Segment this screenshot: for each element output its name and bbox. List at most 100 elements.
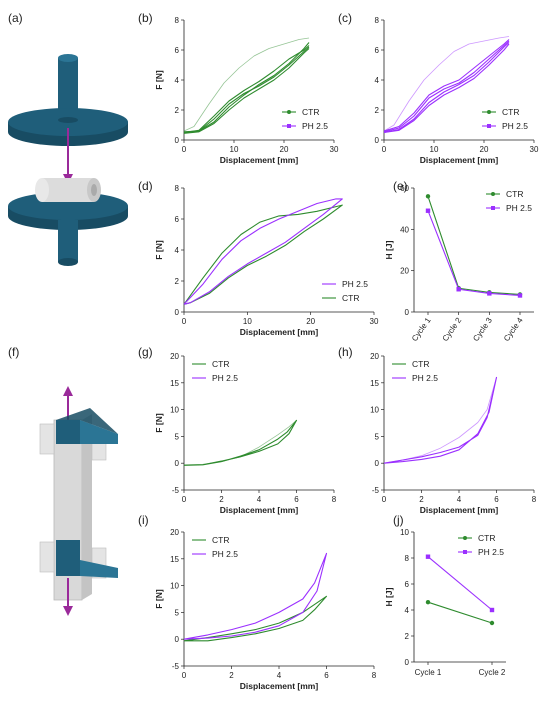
x-tick-label: 6	[494, 495, 499, 504]
legend-label: CTR	[506, 189, 523, 199]
data-point	[487, 291, 492, 296]
series-curve-ph-2-5	[383, 42, 510, 134]
y-tick-label: 0	[405, 308, 410, 317]
legend-label: CTR	[478, 533, 495, 543]
y-axis-title: F [N]	[154, 240, 164, 260]
series-curve-ctr	[183, 48, 310, 134]
x-axis-title: Displacement [mm]	[220, 505, 299, 515]
y-tick-label: 2	[175, 106, 180, 115]
x-tick-label: 0	[182, 145, 187, 154]
legend-marker	[487, 124, 491, 128]
y-tick-label: 15	[170, 379, 179, 388]
y-tick-label: 6	[175, 46, 180, 55]
y-axis-title: H [J]	[384, 587, 394, 606]
data-point	[489, 620, 495, 626]
x-tick-label: 10	[430, 145, 439, 154]
y-tick-label: 4	[175, 246, 180, 255]
y-tick-label: 2	[375, 106, 380, 115]
x-axis-title: Displacement [mm]	[240, 327, 319, 337]
panel-label-b: (b)	[138, 11, 153, 25]
x-tick-label: Cycle 4	[502, 316, 525, 343]
series-curve-ph-2-5	[383, 43, 510, 134]
legend-marker	[287, 110, 291, 114]
legend-label: PH 2.5	[212, 373, 238, 383]
x-axis-title: Displacement [mm]	[240, 681, 319, 691]
y-tick-label: 0	[375, 136, 380, 145]
y-axis-title: F [N]	[154, 413, 164, 433]
series-curve-ph-2-5	[383, 40, 510, 133]
y-tick-label: 5	[175, 432, 180, 441]
legend-label: PH 2.5	[342, 279, 368, 289]
data-point	[456, 287, 461, 292]
x-tick-label: 6	[294, 495, 299, 504]
panel-label-f: (f)	[8, 345, 19, 359]
series-curve-ph-2-5	[383, 376, 498, 464]
series-curve-ph-2-5	[383, 39, 510, 132]
panel-label-e: (e)	[393, 179, 408, 193]
y-tick-label: 5	[175, 608, 180, 617]
x-tick-label: 8	[372, 671, 377, 680]
chart-d: 0 2 4 6 8 0 10 20 30 Displacement [mm] F [N] PH 2.5…	[154, 184, 379, 337]
legend-label: PH 2.5	[212, 549, 238, 559]
chart-j: 0 2 4 6 8 10 Cycle 1 Cycle 2 H [J] CTR PH 2.5	[384, 528, 506, 677]
x-tick-label: 6	[324, 671, 329, 680]
chart-c: 0 2 4 6 8 0 10 20 30 Displacement [mm] CTR PH 2.5	[375, 16, 539, 165]
x-tick-label: 10	[230, 145, 239, 154]
x-tick-label: 4	[457, 495, 462, 504]
x-tick-label: Cycle 1	[415, 668, 442, 677]
series-curve-ctr	[183, 42, 310, 133]
y-tick-label: 0	[175, 308, 180, 317]
y-tick-label: 5	[375, 432, 380, 441]
series-curve-ph-2-5	[383, 36, 510, 132]
panel-label-i: (i)	[138, 513, 149, 527]
panel-label-g: (g)	[138, 345, 153, 359]
series-curve-ctr	[183, 37, 310, 132]
x-tick-label: 2	[219, 495, 224, 504]
y-tick-label: 0	[175, 136, 180, 145]
legend-label: PH 2.5	[302, 121, 328, 131]
legend-marker	[287, 124, 291, 128]
data-point	[425, 194, 431, 199]
data-point	[425, 600, 431, 605]
y-tick-label: 0	[375, 459, 380, 468]
y-tick-label: -5	[172, 662, 180, 671]
x-tick-label: 30	[330, 145, 339, 154]
x-tick-label: 2	[419, 495, 424, 504]
x-tick-label: 0	[182, 495, 187, 504]
y-tick-label: 6	[405, 580, 410, 589]
legend-label: CTR	[502, 107, 519, 117]
y-tick-label: 8	[375, 16, 380, 25]
y-tick-label: 10	[370, 406, 379, 415]
chart-e: 0 20 40 60 Cycle 1 Cycle 2 Cycle 3 Cycle 4 H [J]…	[384, 184, 534, 343]
data-point	[425, 208, 431, 213]
y-tick-label: 0	[175, 459, 180, 468]
y-tick-label: 6	[375, 46, 380, 55]
series-curve-ph-2-5	[183, 552, 328, 640]
legend-label: CTR	[302, 107, 319, 117]
legend-label: CTR	[342, 293, 359, 303]
legend-label: PH 2.5	[502, 121, 528, 131]
x-tick-label: 30	[370, 317, 379, 326]
x-tick-label: 30	[530, 145, 539, 154]
panel-label-d: (d)	[138, 179, 153, 193]
x-tick-label: 20	[480, 145, 489, 154]
y-tick-label: 15	[170, 555, 179, 564]
y-axis-title: F [N]	[154, 589, 164, 609]
y-tick-label: 20	[370, 352, 379, 361]
y-tick-label: 2	[405, 632, 410, 641]
x-axis-title: Displacement [mm]	[220, 155, 299, 165]
x-tick-label: 0	[382, 495, 387, 504]
x-tick-label: Cycle 3	[471, 316, 494, 343]
x-tick-label: 8	[332, 495, 337, 504]
series-curve-ctr	[183, 595, 328, 642]
series-curve-ctr	[183, 204, 343, 305]
legend-label: CTR	[212, 359, 229, 369]
legend-label: PH 2.5	[478, 547, 504, 557]
legend-label: CTR	[412, 359, 429, 369]
legend-label: CTR	[212, 535, 229, 545]
y-tick-label: 4	[175, 76, 180, 85]
legend-label: PH 2.5	[506, 203, 532, 213]
x-tick-label: 10	[243, 317, 252, 326]
